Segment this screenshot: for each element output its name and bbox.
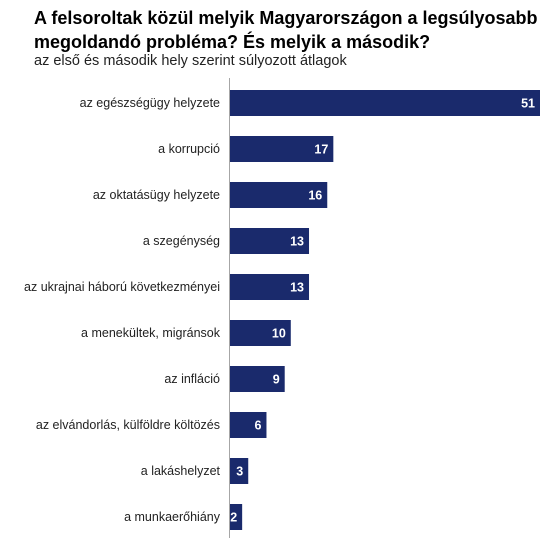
bar — [230, 458, 249, 484]
bar — [230, 182, 328, 208]
data-label: 16 — [308, 189, 322, 203]
category-label: az egészségügy helyzete — [80, 96, 220, 110]
bar — [230, 228, 310, 254]
category-label: az ukrajnai háború következményei — [24, 280, 220, 294]
chart-subtitle: az első és második hely szerint súlyozot… — [34, 53, 347, 69]
category-label: a korrupció — [158, 142, 220, 156]
category-label: az oktatásügy helyzete — [93, 188, 220, 202]
bar — [230, 136, 334, 162]
chart-title: A felsoroltak közül melyik Magyarországo… — [34, 8, 538, 52]
category-label: a szegénység — [143, 234, 220, 248]
category-label: az infláció — [164, 372, 220, 386]
data-label: 2 — [230, 511, 237, 525]
category-label: a munkaerőhiány — [124, 510, 221, 524]
bar — [230, 274, 310, 300]
bar — [230, 320, 291, 346]
data-label: 9 — [273, 373, 280, 387]
category-label: az elvándorlás, külföldre költözés — [36, 418, 220, 432]
data-label: 13 — [290, 281, 304, 295]
bar — [230, 504, 243, 530]
bar — [230, 412, 267, 438]
category-label: a menekültek, migránsok — [81, 326, 221, 340]
data-label: 13 — [290, 235, 304, 249]
category-label: a lakáshelyzet — [141, 464, 221, 478]
bar — [230, 366, 285, 392]
bars-group: az egészségügy helyzete 51 a korrupció 17 az… — [24, 90, 540, 530]
bar — [230, 90, 540, 116]
data-label: 10 — [272, 327, 286, 341]
data-label: 6 — [255, 419, 262, 433]
data-label: 17 — [314, 143, 328, 157]
data-label: 51 — [521, 97, 535, 111]
data-label: 3 — [236, 465, 243, 479]
